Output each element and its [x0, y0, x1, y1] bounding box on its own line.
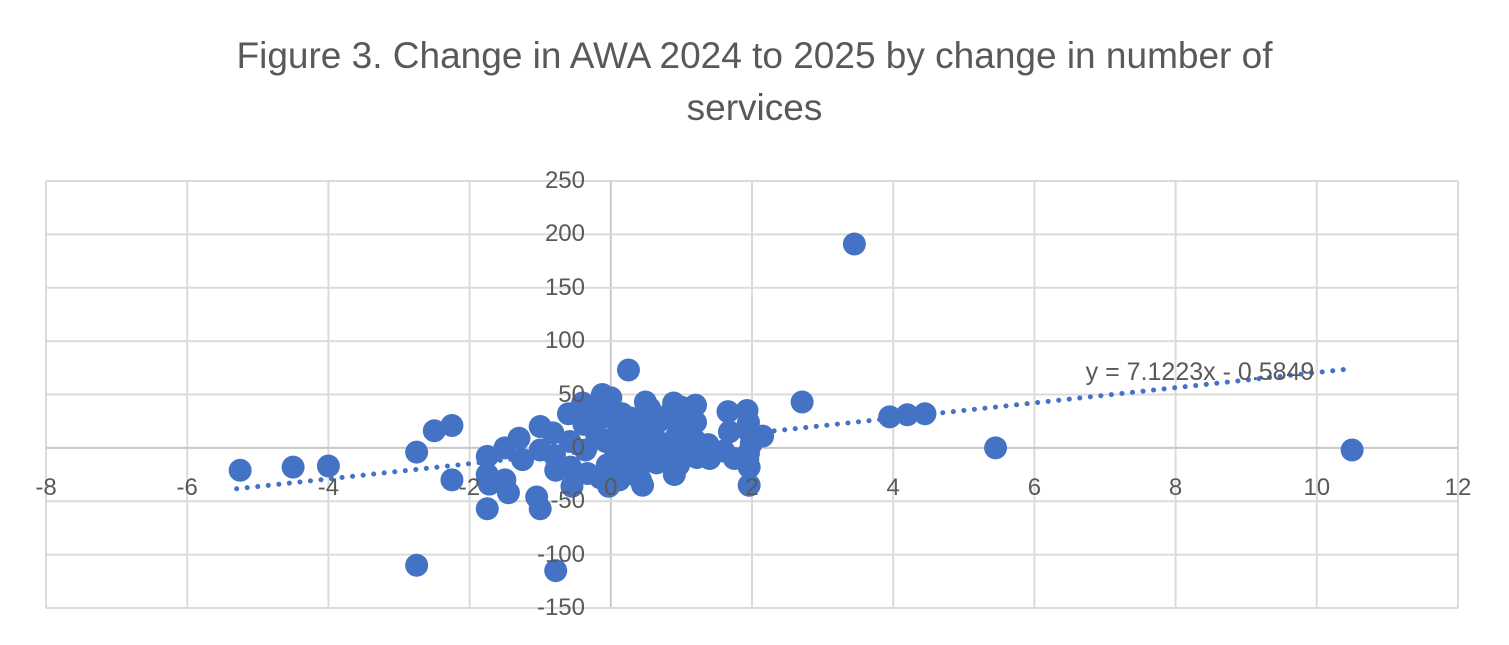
data-point [684, 393, 708, 417]
data-point [422, 419, 446, 443]
data-point [895, 403, 919, 427]
data-point [790, 390, 814, 414]
data-point [440, 468, 464, 492]
data-point [717, 420, 741, 444]
data-point [405, 553, 429, 577]
data-point [475, 497, 499, 521]
y-axis-tick-label: 150 [544, 273, 585, 301]
y-axis-tick-label: 0 [571, 433, 585, 461]
data-point [405, 440, 429, 464]
y-axis-tick-label: -150 [536, 594, 585, 621]
data-point [737, 473, 761, 497]
x-axis-tick-label: -6 [176, 474, 198, 501]
x-axis-tick-label: -4 [317, 474, 340, 501]
x-axis-tick-label: -8 [35, 474, 57, 501]
x-axis-tick-label: 2 [745, 474, 759, 501]
y-axis-tick-label: 100 [544, 327, 585, 355]
trendline [234, 366, 1352, 492]
data-point [541, 421, 565, 445]
y-axis-tick-label: 250 [544, 167, 585, 194]
x-axis-tick-label: 4 [886, 474, 900, 501]
y-axis-tick-label: -100 [536, 540, 585, 568]
data-point [281, 455, 305, 479]
x-axis-tick-label: 10 [1303, 474, 1331, 501]
chart-title: Figure 3. Change in AWA 2024 to 2025 by … [236, 35, 1273, 128]
x-axis-tick-label: 12 [1444, 474, 1472, 501]
x-axis-tick-label: 8 [1168, 474, 1183, 501]
data-point [616, 358, 640, 382]
data-point [316, 454, 340, 478]
trendline-equation-label: y = 7.1223x - 0.5849 [1085, 358, 1315, 386]
data-point [507, 426, 531, 450]
data-point [528, 497, 552, 521]
x-axis-tick-label: 0 [604, 474, 618, 501]
data-point [684, 410, 708, 434]
data-point [913, 402, 937, 426]
data-point [842, 232, 866, 256]
data-point [631, 473, 655, 497]
data-point [751, 424, 775, 448]
data-point [662, 463, 686, 487]
y-axis-tick-label: -50 [550, 487, 585, 515]
data-point [560, 474, 584, 498]
data-point [984, 436, 1008, 460]
y-axis-tick-label: 200 [544, 220, 585, 248]
data-point [599, 386, 623, 410]
data-point [716, 400, 740, 424]
data-point [1340, 438, 1364, 462]
y-axis-tick-label: 50 [558, 380, 585, 408]
data-point [511, 448, 535, 472]
data-point [440, 413, 464, 437]
x-axis-tick-label: -2 [458, 474, 481, 501]
x-axis-tick-label: 6 [1027, 474, 1042, 501]
data-point [228, 458, 252, 482]
data-point [496, 481, 520, 505]
data-point [544, 559, 568, 583]
data-point [592, 405, 616, 429]
data-point [878, 405, 902, 429]
data-point [737, 455, 761, 479]
data-point [475, 444, 499, 468]
